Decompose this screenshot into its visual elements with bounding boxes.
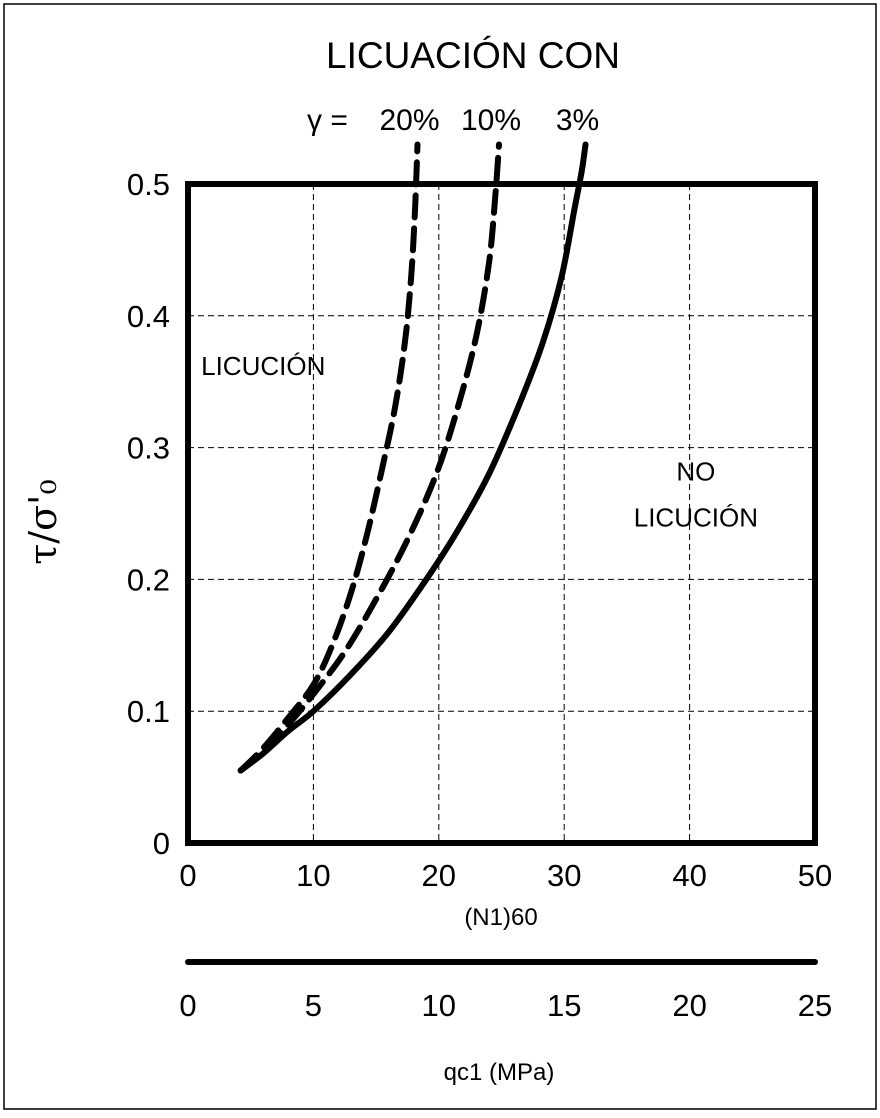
series-label-1: 10% — [461, 104, 521, 137]
series-curve-0 — [237, 141, 421, 774]
region-label-1: NO — [676, 457, 715, 487]
y-tick-label-0: 0 — [153, 826, 170, 861]
y-tick-label-4: 0.4 — [127, 299, 170, 334]
x2-tick-label-2: 10 — [422, 988, 456, 1023]
x2-tick-label-1: 5 — [305, 988, 322, 1023]
x-tick-label-2: 20 — [422, 858, 456, 893]
x-tick-label-0: 0 — [179, 858, 196, 893]
x-tick-label-5: 50 — [798, 858, 832, 893]
region-labels: LICUCIÓN NO LICUCIÓN — [201, 351, 758, 533]
x-tick-label-3: 30 — [547, 858, 581, 893]
region-label-2: LICUCIÓN — [634, 503, 758, 533]
series-label-0: 20% — [379, 104, 439, 137]
series-label-2: 3% — [556, 104, 599, 137]
x2-tick-label-4: 20 — [672, 988, 706, 1023]
gamma-symbol: γ = — [307, 104, 348, 137]
x-axis-label: (N1)60 — [464, 904, 537, 931]
y-axis-label: τ/σ'₀ — [21, 479, 65, 564]
series-curves — [237, 141, 589, 774]
secondary-x-axis-label: qc1 (MPa) — [444, 1059, 555, 1086]
chart-title: LICUACIÓN CON — [326, 35, 620, 76]
y-tick-label-2: 0.2 — [127, 562, 170, 597]
x-tick-label-1: 10 — [296, 858, 330, 893]
series-labels: 20% 10% 3% — [379, 104, 599, 137]
tick-labels: 0 10 20 30 40 50 0 0.1 0.2 0.3 0.4 0.5 0 5 10 15 20 25 — [127, 167, 832, 1023]
x2-tick-label-0: 0 — [179, 988, 196, 1023]
x2-tick-label-3: 15 — [547, 988, 581, 1023]
region-label-0: LICUCIÓN — [201, 351, 325, 381]
y-tick-label-5: 0.5 — [127, 167, 170, 202]
y-tick-label-1: 0.1 — [127, 694, 170, 729]
y-tick-label-3: 0.3 — [127, 431, 170, 466]
x-tick-label-4: 40 — [672, 858, 706, 893]
series-curve-2 — [237, 141, 589, 774]
series-curve-1 — [237, 141, 502, 774]
outer-frame — [3, 3, 877, 1110]
x2-tick-label-5: 25 — [798, 988, 832, 1023]
plot-frame — [185, 181, 818, 846]
